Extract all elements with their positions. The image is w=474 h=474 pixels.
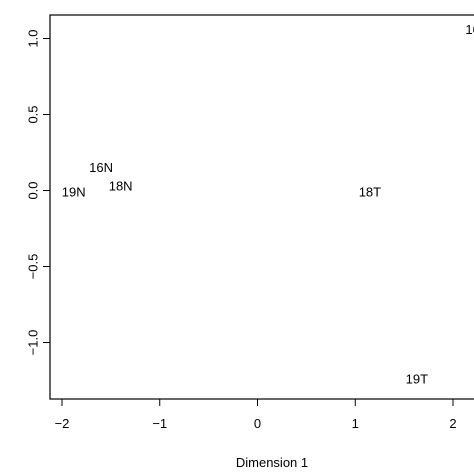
x-tick-label: −2 <box>55 416 70 431</box>
plot-border <box>49 14 474 400</box>
y-axis: −1.0 −0.5 0.0 0.5 1.0 <box>26 29 51 355</box>
x-tick-label: 1 <box>352 416 359 431</box>
point-label: 18T <box>359 185 381 200</box>
y-tick-label: 0.0 <box>26 181 41 199</box>
point-label: 16N <box>89 160 113 175</box>
point-label: 18N <box>109 178 133 193</box>
x-tick-label: 0 <box>254 416 261 431</box>
y-tick-label: 1.0 <box>26 29 41 47</box>
x-tick-label: 2 <box>449 416 456 431</box>
x-axis: −2 −1 0 1 2 <box>55 398 457 431</box>
point-label: 16 <box>465 22 474 37</box>
y-tick-label: −1.0 <box>26 330 41 356</box>
x-axis-title: Dimension 1 <box>236 455 308 470</box>
x-tick-label: −1 <box>152 416 167 431</box>
point-label: 19N <box>62 185 86 200</box>
y-tick-label: 0.5 <box>26 105 41 123</box>
point-label: 19T <box>406 371 428 386</box>
y-tick-label: −0.5 <box>26 254 41 280</box>
plot-frame <box>49 14 474 400</box>
